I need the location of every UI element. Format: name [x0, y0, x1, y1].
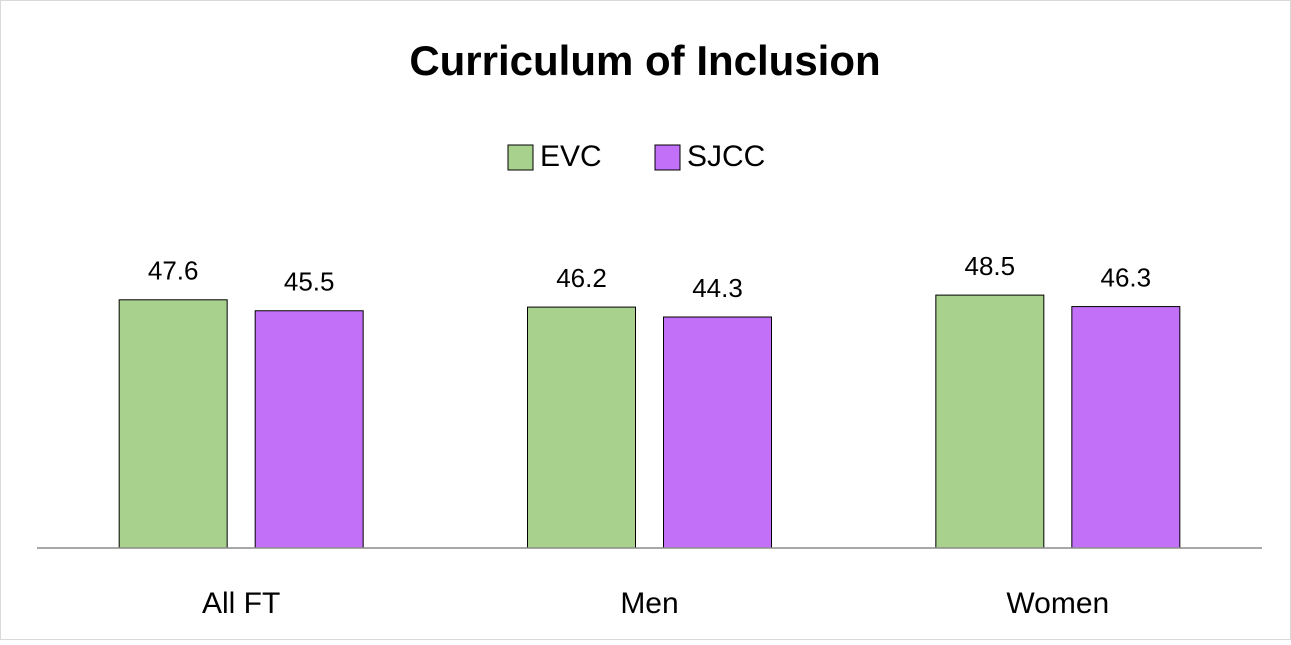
data-label: 44.3 — [692, 273, 743, 303]
bar — [935, 294, 1045, 549]
chart-title: Curriculum of Inclusion — [409, 37, 880, 84]
data-label: 48.5 — [965, 251, 1016, 281]
legend-label: EVC — [540, 140, 602, 173]
data-label: 46.2 — [556, 263, 607, 293]
data-label: 45.5 — [284, 267, 335, 297]
legend-swatch — [507, 144, 534, 171]
data-label: 46.3 — [1101, 262, 1152, 292]
bar — [663, 316, 772, 549]
legend-swatch — [654, 144, 681, 171]
bar — [1071, 306, 1181, 549]
bar — [118, 299, 228, 549]
data-label: 47.6 — [148, 256, 199, 286]
x-tick-label: Men — [620, 587, 678, 620]
legend-label: SJCC — [687, 140, 765, 173]
x-tick-label: Women — [1006, 587, 1109, 620]
bar — [254, 310, 364, 549]
x-tick-label: All FT — [202, 587, 280, 620]
bar — [527, 306, 636, 549]
